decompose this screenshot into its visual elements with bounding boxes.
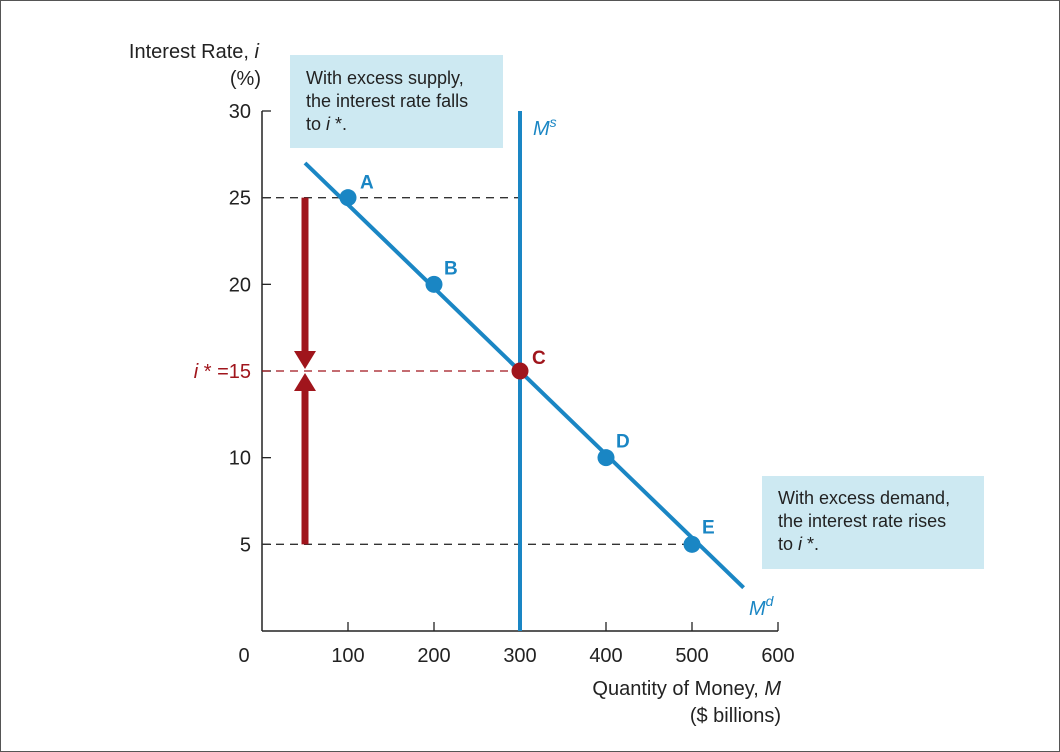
adjustment-arrow-head	[294, 351, 316, 369]
y-tick-label: 10	[229, 448, 251, 470]
y-axis-unit: (%)	[230, 68, 261, 90]
equilibrium-rate-label: i * =15	[194, 361, 251, 383]
origin-label: 0	[238, 645, 249, 667]
adjustment-arrows	[294, 197, 316, 545]
excess-demand-annotation: With excess demand, the interest rate ri…	[762, 476, 984, 569]
point-label-c: C	[532, 348, 546, 369]
axes: 100 200 300 400 500 600 0 5 10 20 25 30 i * =15 Inter…	[129, 41, 795, 727]
point-d	[597, 449, 615, 467]
point-label-d: D	[616, 432, 630, 453]
point-b	[425, 275, 443, 293]
point-label-a: A	[360, 173, 374, 194]
y-tick-label: 20	[229, 274, 251, 296]
point-c	[511, 362, 529, 380]
annotation-line: the interest rate rises	[778, 511, 947, 531]
x-tick-label: 300	[503, 645, 536, 667]
y-tick-label: 30	[229, 101, 251, 123]
x-tick-label: 100	[331, 645, 364, 667]
x-tick-label: 200	[417, 645, 450, 667]
adjustment-arrow-head	[294, 373, 316, 391]
x-tick-label: 500	[675, 645, 708, 667]
y-tick-label: 25	[229, 188, 251, 210]
money-supply-label: Ms	[533, 114, 557, 140]
x-axis-title: Quantity of Money, M	[592, 678, 781, 700]
y-tick-label: 5	[240, 534, 251, 556]
annotation-line: to i *.	[306, 114, 348, 134]
x-tick-label: 400	[589, 645, 622, 667]
y-axis-title: Interest Rate, i	[129, 41, 260, 63]
point-label-b: B	[444, 258, 458, 279]
annotation-line: With excess supply,	[306, 68, 464, 88]
x-tick-label: 600	[761, 645, 794, 667]
point-label-e: E	[702, 517, 715, 538]
excess-supply-annotation: With excess supply, the interest rate fa…	[290, 55, 503, 148]
point-a	[339, 189, 357, 207]
point-e	[683, 535, 701, 553]
annotation-line: With excess demand,	[778, 488, 951, 508]
chart-labels: Ms Md	[533, 114, 775, 620]
reference-lines	[262, 197, 692, 545]
annotation-line: to i *.	[778, 534, 820, 554]
annotation-line: the interest rate falls	[306, 91, 469, 111]
money-demand-label: Md	[749, 593, 775, 620]
x-axis-unit: ($ billions)	[690, 705, 781, 727]
data-points: A B C D E	[339, 173, 715, 553]
